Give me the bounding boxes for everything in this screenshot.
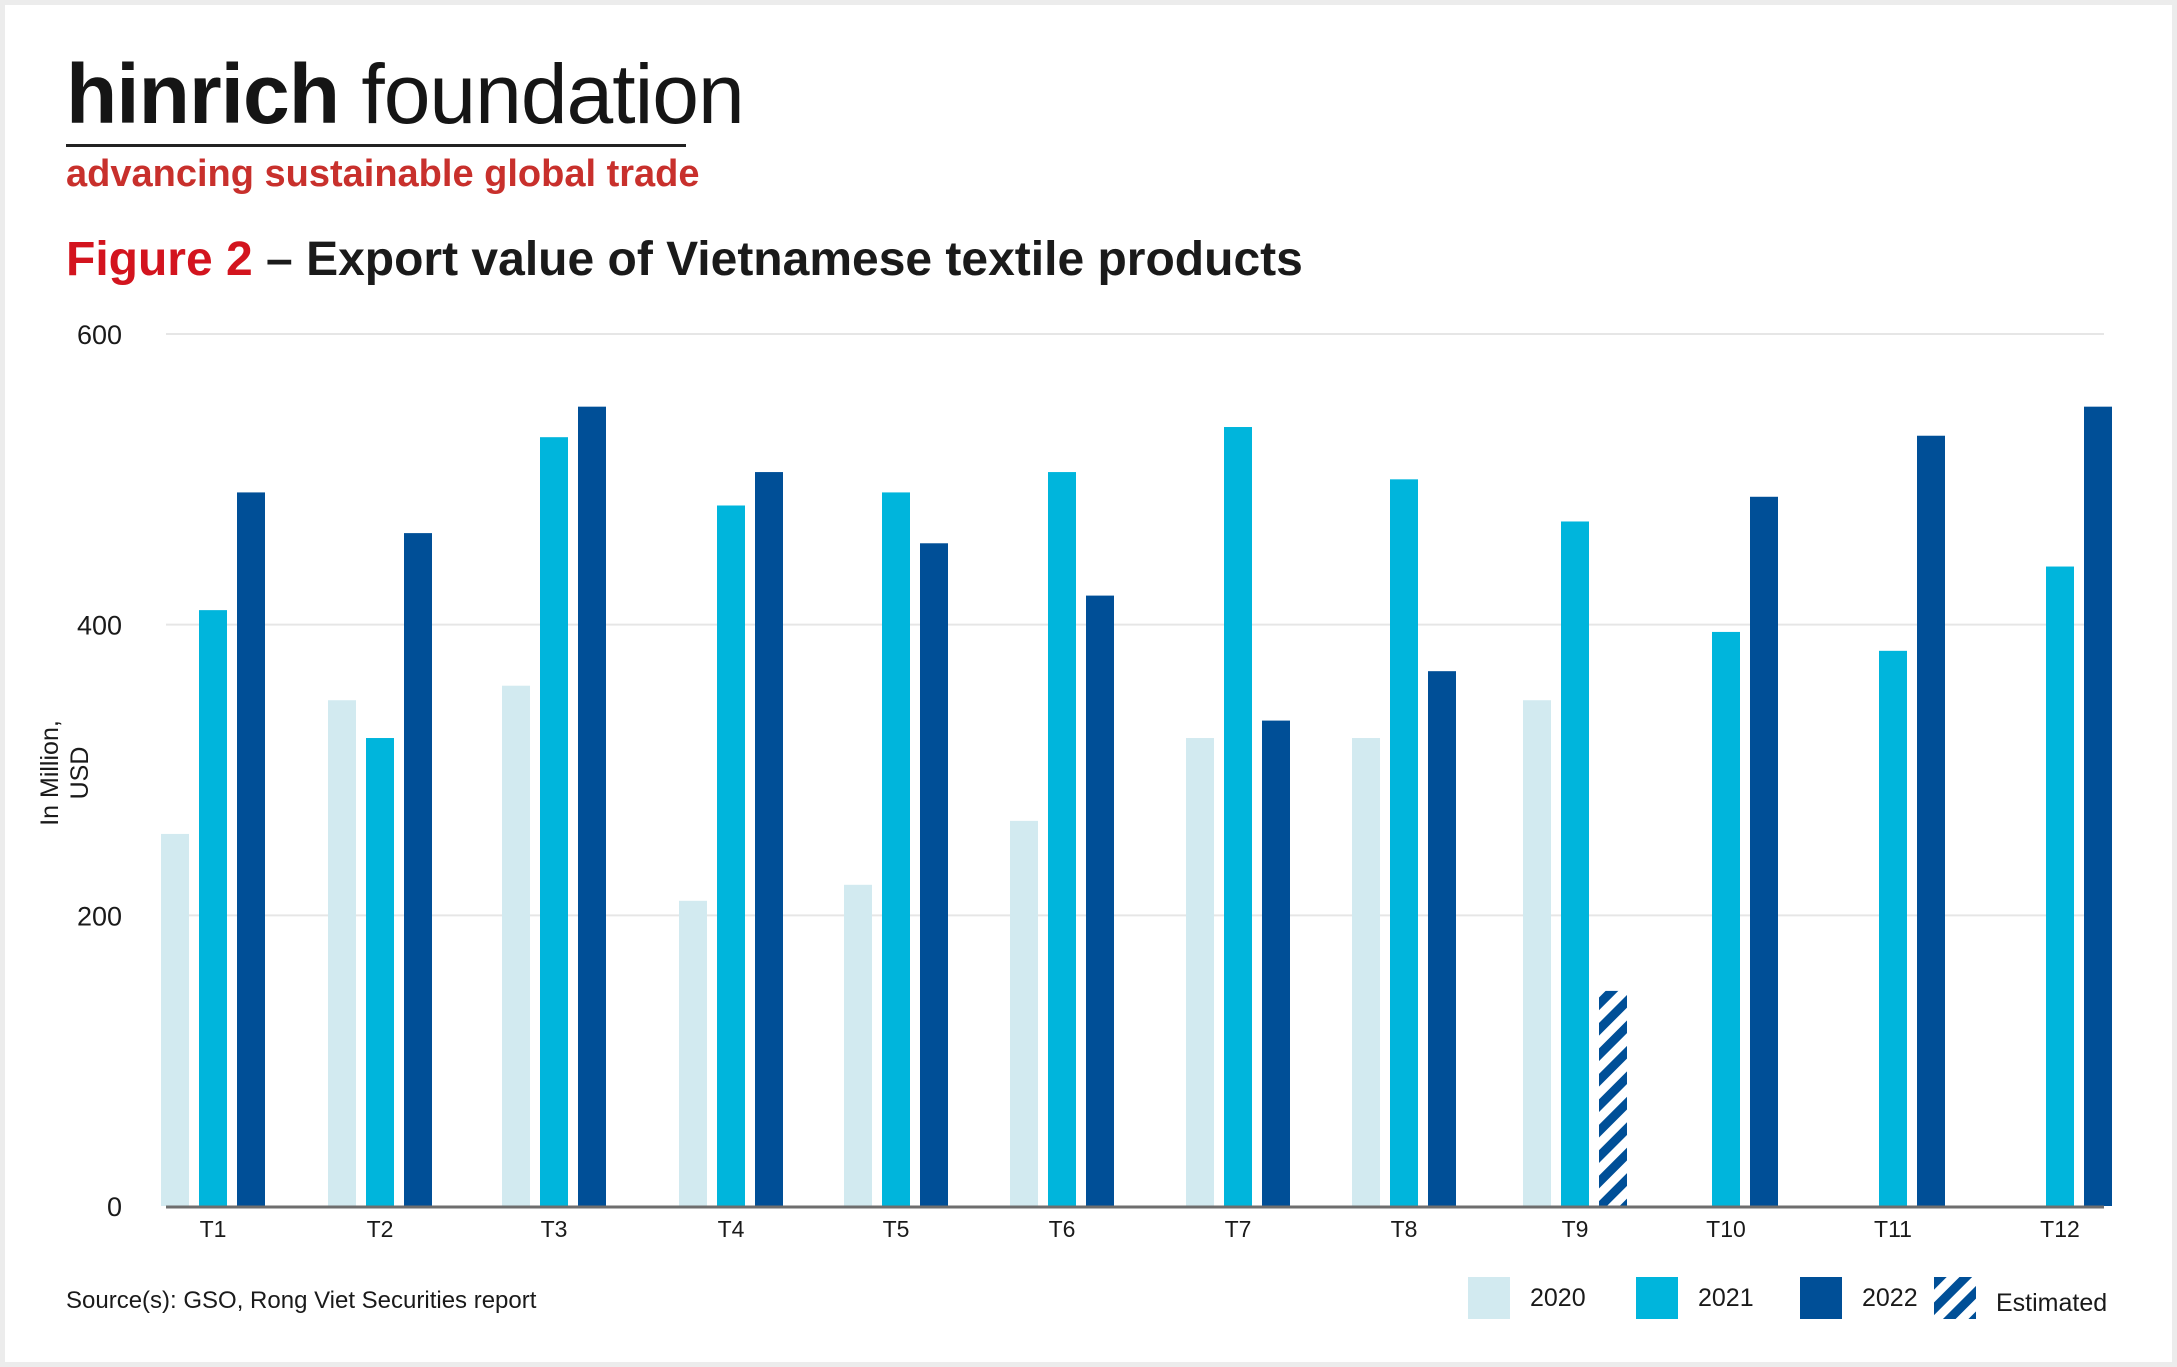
x-tick-label: T11 <box>1874 1216 1912 1242</box>
bar-2020-T6 <box>1010 820 1038 1206</box>
figure-title: Figure 2 – Export value of Vietnamese te… <box>66 232 1303 287</box>
x-axis-ticks: T1 T2 T3 T4 T5 T6 T7 T8 T9 T10 T11 T12 <box>200 1216 2080 1242</box>
bar-2021-T5 <box>882 492 910 1206</box>
source-note: Source(s): GSO, Rong Viet Securities rep… <box>66 1287 537 1314</box>
x-tick-label: T12 <box>2040 1216 2080 1242</box>
x-tick-label: T3 <box>541 1216 568 1242</box>
brand-name-light: foundation <box>339 47 744 141</box>
legend-item-2021: 2021 <box>1636 1276 1754 1320</box>
bar-2021-T6 <box>1048 472 1076 1207</box>
x-tick-label: T8 <box>1391 1216 1418 1242</box>
legend-item-2022: 2022 <box>1800 1276 1918 1320</box>
bar-2020-T1 <box>161 833 189 1206</box>
legend-label-2021: 2021 <box>1698 1283 1754 1312</box>
y-tick-label: 400 <box>77 611 122 641</box>
x-tick-label: T4 <box>718 1216 745 1242</box>
y-tick-label: 200 <box>77 901 122 931</box>
x-tick-label: T9 <box>1562 1216 1589 1242</box>
bar-2021-T12 <box>2046 566 2074 1206</box>
bar-2022-T3 <box>578 406 606 1207</box>
x-tick-label: T1 <box>200 1216 227 1242</box>
legend-label-estimated: Estimated <box>1996 1288 2108 1317</box>
x-tick-label: T5 <box>883 1216 910 1242</box>
x-tick-label: T6 <box>1049 1216 1076 1242</box>
brand-tagline: advancing sustainable global trade <box>66 153 700 195</box>
x-tick-label: T10 <box>1706 1216 1746 1242</box>
bar-2020-T7 <box>1186 738 1214 1206</box>
x-tick-label: T2 <box>367 1216 394 1242</box>
bar-2020-T5 <box>844 884 872 1206</box>
brand-logo: hinrich foundation advancing sustainable… <box>66 47 745 196</box>
bar-2021-T8 <box>1390 479 1418 1206</box>
bar-2022-T1 <box>237 492 265 1206</box>
legend-swatch-2021 <box>1636 1277 1678 1319</box>
bar-2020-T4 <box>679 900 707 1206</box>
y-axis-label-line: In Million, <box>36 720 64 826</box>
bar-2022-T2 <box>404 533 432 1206</box>
bar-2021-T10 <box>1712 631 1740 1206</box>
bar-2021-T1 <box>199 610 227 1206</box>
legend-swatch-2020 <box>1468 1277 1510 1319</box>
bar-2022-T10 <box>1750 496 1778 1207</box>
bar-2021-T4 <box>717 505 745 1206</box>
bar-2022-T4 <box>755 472 783 1207</box>
legend-label-2020: 2020 <box>1530 1283 1586 1312</box>
bar-2022-T6 <box>1086 595 1114 1206</box>
y-axis-ticks: 0 200 400 600 <box>77 320 122 1222</box>
figure-label: Figure 2 <box>66 233 253 286</box>
y-tick-label: 0 <box>107 1192 122 1222</box>
bar-2022-T8 <box>1428 671 1456 1206</box>
y-axis-label: In Million,USD <box>36 720 94 826</box>
bar-2020-T9 <box>1523 700 1551 1206</box>
figure-title-text: – Export value of Vietnamese textile pro… <box>252 233 1303 286</box>
legend-swatch-estimated <box>1934 1277 1976 1319</box>
x-tick-label: T7 <box>1225 1216 1252 1242</box>
legend-label-2022: 2022 <box>1862 1283 1918 1312</box>
bar-2021-T3 <box>540 437 568 1207</box>
y-axis-label-line: USD <box>66 747 94 800</box>
bar-2020-T2 <box>328 700 356 1206</box>
bar-2021-T9 <box>1561 521 1589 1206</box>
brand-name-bold: hinrich <box>66 47 340 141</box>
legend-item-2020: 2020 <box>1468 1276 1586 1320</box>
bars <box>161 406 2112 1207</box>
bar-2022-T11 <box>1917 435 1945 1206</box>
bar-2022-T5 <box>920 543 948 1206</box>
bar-estimated-T9 <box>1599 990 1627 1206</box>
legend-swatch-2022 <box>1800 1277 1842 1319</box>
bar-2020-T3 <box>502 685 530 1206</box>
bar-2022-T12 <box>2084 406 2112 1207</box>
bar-2021-T2 <box>366 738 394 1206</box>
legend-item-estimated: Estimated <box>1934 1276 2107 1320</box>
y-tick-label: 600 <box>77 320 122 350</box>
bar-2022-T7 <box>1262 720 1290 1206</box>
bar-2021-T7 <box>1224 427 1252 1207</box>
bar-2020-T8 <box>1352 738 1380 1206</box>
bar-2021-T11 <box>1879 650 1907 1206</box>
brand-name: hinrich foundation <box>66 47 745 141</box>
gridlines <box>166 333 2104 917</box>
brand-divider <box>66 144 686 147</box>
